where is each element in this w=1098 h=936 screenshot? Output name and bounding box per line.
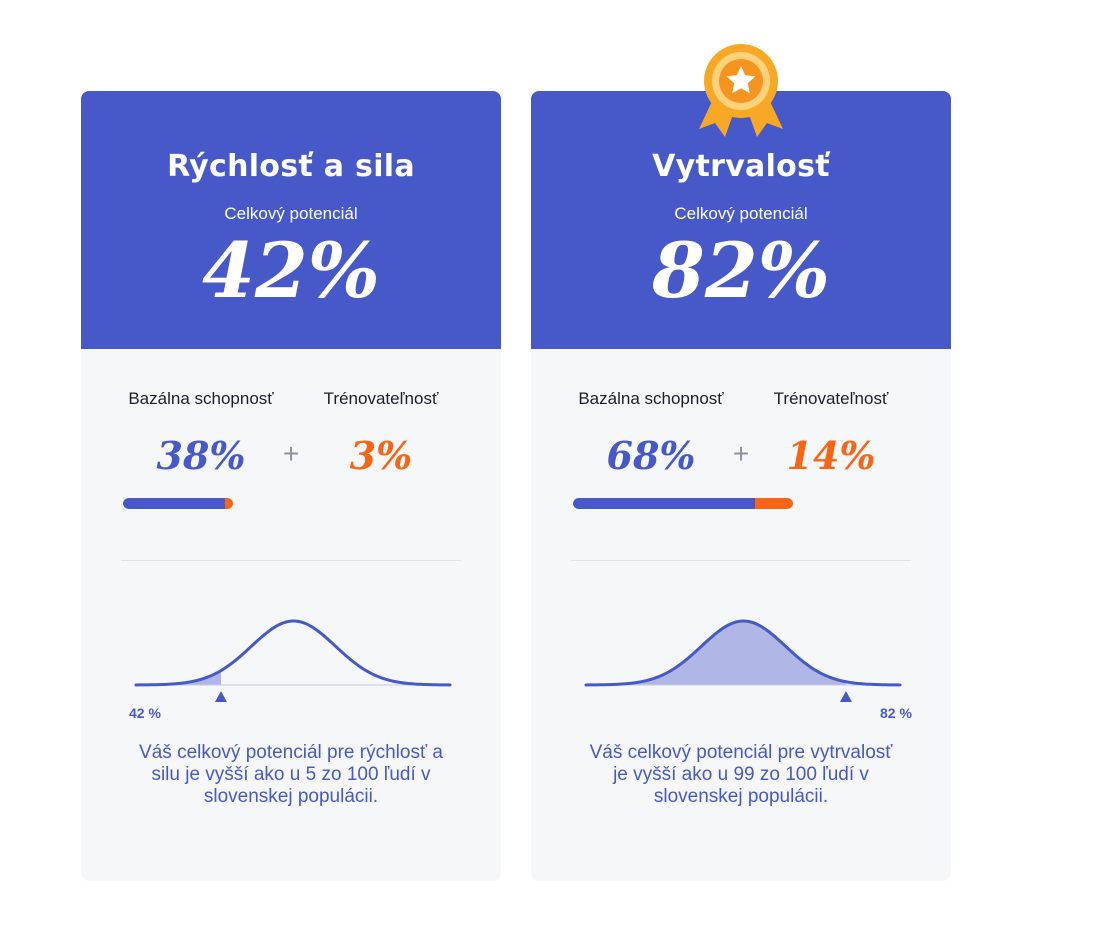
potential-bar-trainability	[755, 498, 793, 509]
potential-description: Váš celkový potenciál pre rýchlosť a sil…	[139, 742, 443, 807]
distribution-fill	[586, 621, 846, 685]
trainability-value: 3%	[349, 433, 413, 478]
base-ability-value: 38%	[156, 433, 246, 478]
potential-bar	[123, 498, 233, 509]
potential-bar-base	[123, 498, 225, 509]
trainability-label: Trénovateľnosť	[773, 389, 889, 408]
card-speed-strength: Rýchlosť a sila Celkový potenciál 42% Ba…	[81, 91, 501, 881]
card-subtitle: Celkový potenciál	[224, 204, 358, 223]
divider	[571, 560, 911, 561]
potential-description: Váš celkový potenciál pre vytrvalosť je …	[589, 742, 893, 807]
percentile-marker-label: 42 %	[129, 705, 161, 721]
card-title: Vytrvalosť	[652, 149, 830, 184]
card-title: Rýchlosť a sila	[167, 149, 415, 184]
distribution-curve	[584, 619, 902, 702]
total-potential-value: 82%	[652, 226, 830, 315]
distribution-line	[584, 619, 902, 687]
distribution-fill	[136, 670, 221, 685]
percentile-marker-icon	[839, 691, 852, 702]
distribution-line	[134, 619, 452, 687]
medal-star-icon	[699, 44, 783, 137]
distribution-curve	[134, 619, 452, 702]
plus-sign: +	[282, 438, 300, 469]
base-ability-label: Bazálna schopnosť	[128, 389, 274, 408]
base-ability-value: 68%	[606, 433, 696, 478]
total-potential-value: 42%	[202, 226, 380, 315]
percentile-marker-icon	[214, 691, 227, 702]
trainability-value: 14%	[786, 433, 876, 478]
card-endurance: Vytrvalosť Celkový potenciál 82% Bazálna…	[531, 91, 951, 881]
trainability-label: Trénovateľnosť	[323, 389, 439, 408]
plus-sign: +	[732, 438, 750, 469]
card-header: Vytrvalosť Celkový potenciál 82%	[531, 91, 951, 349]
potential-bar	[573, 498, 793, 509]
percentile-marker-label: 82 %	[880, 705, 912, 721]
potential-bar-trainability	[224, 498, 233, 509]
base-ability-label: Bazálna schopnosť	[578, 389, 724, 408]
divider	[121, 560, 461, 561]
potential-bar-base	[573, 498, 756, 509]
card-header: Rýchlosť a sila Celkový potenciál 42%	[81, 91, 501, 349]
card-subtitle: Celkový potenciál	[674, 204, 808, 223]
